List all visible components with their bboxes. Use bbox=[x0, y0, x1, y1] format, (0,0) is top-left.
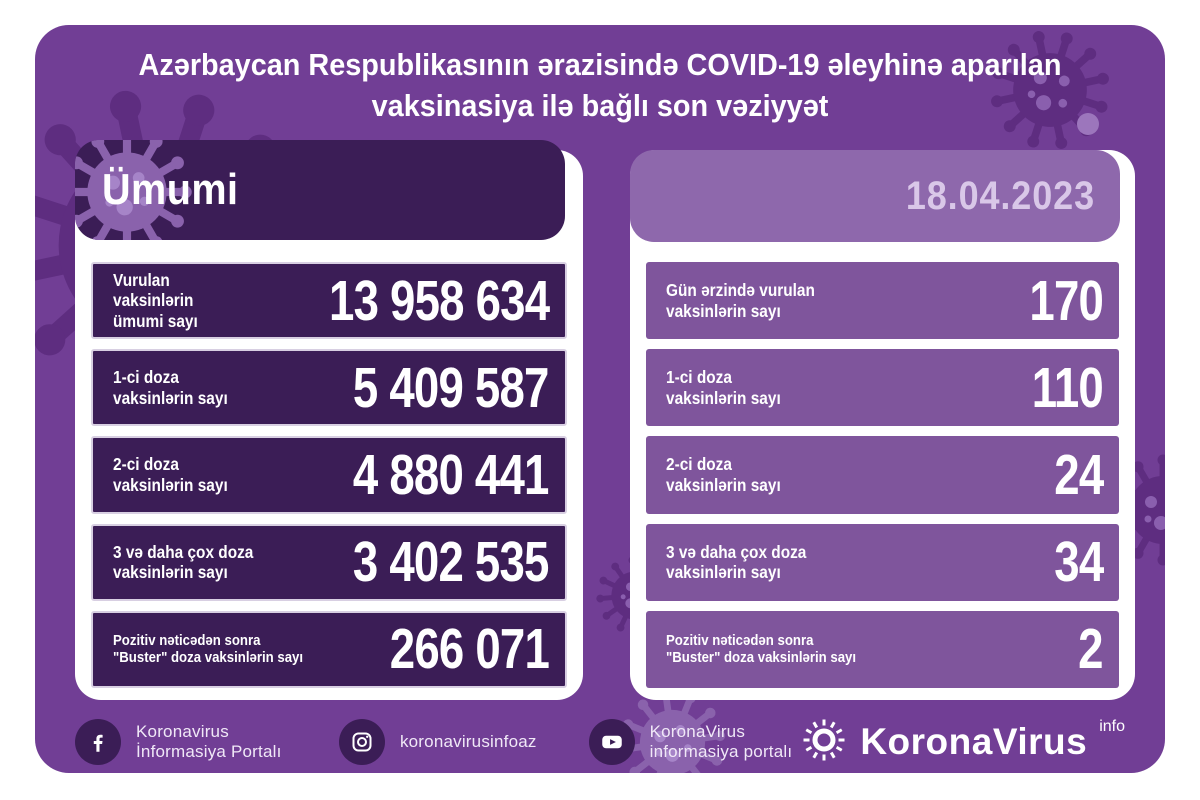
instagram-label: koronavirusinfoaz bbox=[399, 732, 537, 751]
stat-value: 4 880 441 bbox=[353, 443, 549, 507]
facebook-link[interactable]: Koronavirus İnformasiya Portalı bbox=[75, 719, 287, 765]
totals-header: Ümumi bbox=[75, 140, 565, 240]
stat-row-second-dose: 2-ci doza vaksinlərin sayı 4 880 441 bbox=[91, 436, 567, 514]
stat-label: Pozitiv nəticədən sonra "Buster" doza va… bbox=[113, 631, 304, 667]
title-line-1: Azərbaycan Respublikasının ərazisində CO… bbox=[138, 47, 1062, 82]
report-date: 18.04.2023 bbox=[905, 173, 1095, 218]
stat-value: 110 bbox=[1031, 355, 1104, 420]
stat-row-third-dose: 3 və daha çox doza vaksinlərin sayı 3 40… bbox=[91, 523, 567, 601]
stat-value: 2 bbox=[1078, 617, 1103, 682]
stat-label: 1-ci doza vaksinlərin sayı bbox=[113, 367, 228, 408]
totals-header-label: Ümumi bbox=[102, 165, 239, 214]
stat-row-daily-booster-dose: Pozitiv nəticədən sonra "Buster" doza va… bbox=[646, 610, 1119, 689]
stat-label: Vurulan vaksinlərin ümumi sayı bbox=[113, 269, 198, 331]
stat-label: Gün ərzində vurulan vaksinlərin sayı bbox=[666, 279, 815, 321]
stat-label: 2-ci doza vaksinlərin sayı bbox=[113, 454, 228, 495]
youtube-link[interactable]: KoronaVirus informasiya portalı bbox=[588, 719, 801, 765]
stat-row-daily-first-dose: 1-ci doza vaksinlərin sayı 110 bbox=[646, 349, 1119, 427]
brand-sup: info bbox=[1099, 717, 1125, 735]
stat-value: 266 071 bbox=[389, 617, 550, 682]
daily-rows: Gün ərzində vurulan vaksinlərin sayı 170… bbox=[646, 262, 1119, 689]
instagram-link[interactable]: koronavirusinfoaz bbox=[338, 719, 537, 765]
stat-row-daily-vaccines: Gün ərzində vurulan vaksinlərin sayı 170 bbox=[646, 262, 1119, 340]
stat-row-total-vaccines: Vurulan vaksinlərin ümumi sayı 13 958 63… bbox=[91, 262, 567, 340]
stat-value: 170 bbox=[1029, 268, 1103, 333]
stat-label: 3 və daha çox doza vaksinlərin sayı bbox=[666, 541, 807, 583]
facebook-label: Koronavirus İnformasiya Portalı bbox=[136, 722, 282, 761]
footer: Koronavirus İnformasiya Portalı koronavi… bbox=[75, 713, 1125, 771]
youtube-icon bbox=[588, 719, 635, 765]
totals-rows: Vurulan vaksinlərin ümumi sayı 13 958 63… bbox=[91, 262, 567, 689]
stat-label: Pozitiv nəticədən sonra "Buster" doza va… bbox=[666, 631, 857, 667]
stat-label: 3 və daha çox doza vaksinlərin sayı bbox=[113, 541, 254, 583]
stat-label: 1-ci doza vaksinlərin sayı bbox=[666, 367, 781, 408]
date-header: 18.04.2023 bbox=[630, 150, 1120, 242]
koronavirus-brand: KoronaVirus info bbox=[800, 716, 1125, 769]
stat-label: 2-ci doza vaksinlərin sayı bbox=[666, 454, 781, 495]
brand-name: KoronaVirus bbox=[860, 721, 1088, 762]
title-line-2: vaksinasiya ilə bağlı son vəziyyət bbox=[371, 87, 829, 123]
stat-row-daily-third-dose: 3 və daha çox doza vaksinlərin sayı 34 bbox=[646, 523, 1119, 601]
totals-panel: Vurulan vaksinlərin ümumi sayı 13 958 63… bbox=[75, 150, 583, 700]
stat-value: 24 bbox=[1053, 443, 1104, 507]
instagram-icon bbox=[338, 719, 385, 765]
facebook-icon bbox=[75, 719, 121, 765]
youtube-label: KoronaVirus informasiya portalı bbox=[649, 722, 793, 761]
stat-value: 3 402 535 bbox=[353, 530, 549, 595]
dot-decoration bbox=[1077, 113, 1099, 135]
stat-value: 34 bbox=[1053, 530, 1104, 595]
page-title: Azərbaycan Respublikasının ərazisində CO… bbox=[35, 45, 1165, 127]
virus-sun-icon bbox=[800, 716, 848, 769]
infographic-card: Azərbaycan Respublikasının ərazisində CO… bbox=[35, 25, 1165, 773]
stat-value: 13 958 634 bbox=[328, 268, 550, 333]
stat-row-booster-dose: Pozitiv nəticədən sonra "Buster" doza va… bbox=[91, 610, 567, 689]
stat-row-first-dose: 1-ci doza vaksinlərin sayı 5 409 587 bbox=[91, 349, 567, 427]
stat-value: 5 409 587 bbox=[353, 355, 549, 420]
stat-row-daily-second-dose: 2-ci doza vaksinlərin sayı 24 bbox=[646, 436, 1119, 514]
